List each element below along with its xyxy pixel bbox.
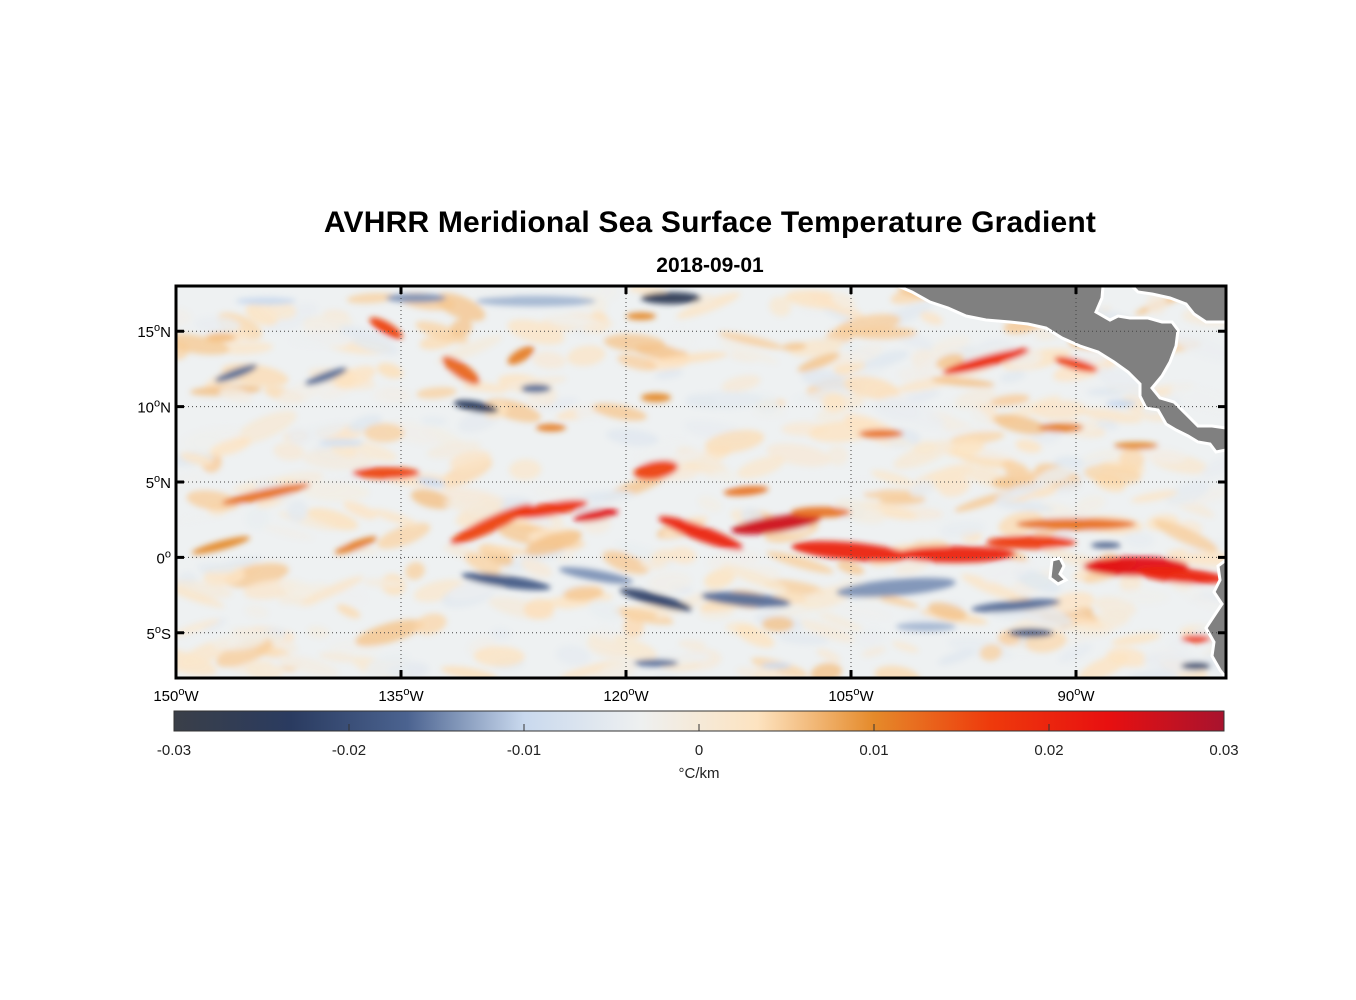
lat-tick-label: 5oS — [147, 624, 171, 643]
lon-tick-label: 135oW — [378, 686, 424, 705]
colorbar-tick-label: -0.02 — [332, 742, 366, 759]
colorbar-tick-label: -0.03 — [157, 742, 191, 759]
map-subtitle: 2018-09-01 — [656, 254, 764, 277]
lat-tick-label: 15oN — [137, 322, 171, 341]
map-title: AVHRR Meridional Sea Surface Temperature… — [323, 206, 1097, 239]
lat-tick-label: 0o — [157, 548, 171, 567]
central-america-landmass — [897, 286, 1226, 454]
longitude-axis-labels: 150oW 135oW 120oW 105oW 90oW — [153, 686, 1095, 705]
yucatan-landmass — [1129, 286, 1226, 324]
colorbar-ticks: -0.03 -0.02 -0.01 0 0.01 0.02 0.03 — [157, 724, 1239, 759]
colorbar-unit-label: °C/km — [679, 765, 720, 782]
lon-tick-label: 120oW — [603, 686, 649, 705]
colorbar-tick-label: 0.01 — [859, 742, 888, 759]
colorbar-tick-label: 0.03 — [1209, 742, 1238, 759]
galapagos-islands — [1048, 556, 1069, 586]
land-mask — [897, 286, 1226, 678]
lon-tick-label: 150oW — [153, 686, 199, 705]
colorbar-tick-label: -0.01 — [507, 742, 541, 759]
plot-area — [176, 286, 1226, 678]
lon-tick-label: 105oW — [828, 686, 874, 705]
latitude-axis-labels: 15oN 10oN 5oN 0o 5oS — [137, 322, 171, 643]
lat-tick-label: 5oN — [146, 473, 171, 492]
colorbar-tick-label: 0.02 — [1034, 742, 1063, 759]
gridlines — [176, 286, 1226, 678]
colorbar: -0.03 -0.02 -0.01 0 0.01 0.02 0.03 °C/km — [157, 710, 1239, 782]
lat-tick-label: 10oN — [137, 398, 171, 417]
lon-tick-label: 90oW — [1058, 686, 1096, 705]
south-america-landmass — [1204, 558, 1226, 678]
axis-ticks — [174, 286, 1226, 678]
colorbar-tick-label: 0 — [695, 742, 703, 759]
